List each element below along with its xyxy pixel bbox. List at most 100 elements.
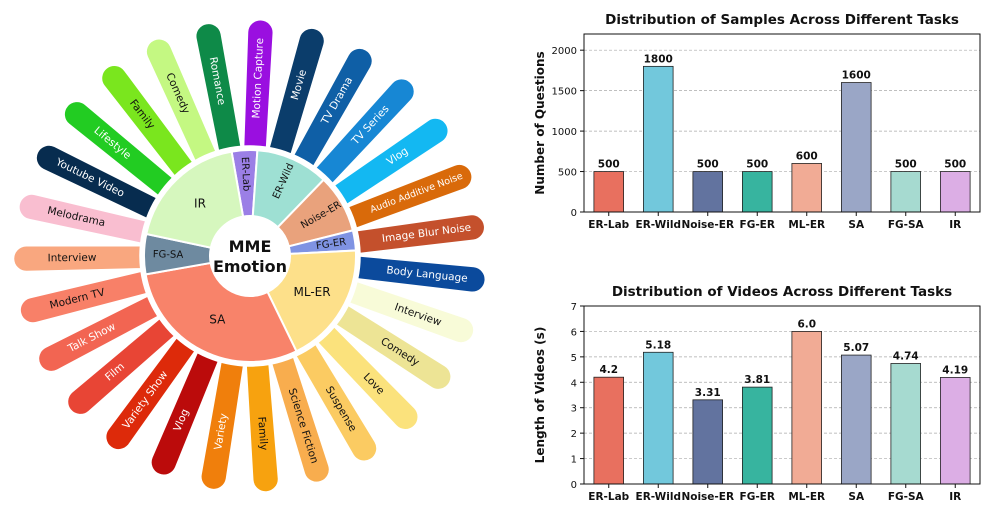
outer-petal [347,163,473,230]
outer-petal [12,244,142,273]
center-title-line1: MME [229,237,272,256]
chart1-value-label: 3.81 [744,374,770,386]
chart1-ytick-label: 7 [571,302,577,313]
chart1-xtick-label: ER-Lab [588,491,629,503]
outer-petal [294,343,378,462]
chart1-value-label: 3.31 [695,387,721,399]
chart0-bar-fg-sa [890,171,921,213]
chart0-xtick-label: ER-Wild [636,219,681,231]
inner-label: SA [209,313,226,327]
chart1-bar-ir [939,377,971,485]
outer-petal [268,27,326,156]
inner-label: ML-ER [293,285,330,299]
chart0-xtick-label: ML-ER [788,219,825,231]
outer-petal [63,100,174,197]
chart0-bar-ml-er [791,163,822,213]
chart1-bar-fg-er [741,386,773,485]
outer-petal [37,294,160,373]
outer-petal [334,304,452,391]
chart1-xtick-label: FG-SA [888,491,925,503]
chart1-ytick-label: 5 [571,353,577,364]
chart0-value-label: 1800 [644,53,673,65]
chart1-ytick-label: 6 [571,327,577,338]
chart1-ylabel: Length of Videos (s) [533,327,547,464]
inner-label: IR [194,197,206,211]
chart0-bar-noise-er [692,171,723,213]
chart0-xtick-label: Noise-ER [681,219,734,231]
inner-label: ER-Lab [239,157,252,192]
chart1-xtick-label: SA [848,491,865,503]
chart1-bar-noise-er [692,399,723,485]
chart1-title: Distribution of Videos Across Different … [612,284,952,300]
chart0-value-label: 500 [697,159,719,171]
chart1-ytick-label: 3 [571,404,577,415]
outer-petal [66,317,176,416]
chart0-xtick-label: FG-ER [740,219,775,231]
chart0-xtick-label: ER-Lab [588,219,629,231]
chart0-xtick-label: IR [949,219,961,231]
center-disc [212,218,288,294]
outer-petal [292,47,374,168]
chart0-value-label: 600 [796,150,818,162]
outer-petal [356,255,486,293]
chart1-bar-ml-er [791,331,822,485]
chart1-value-label: 5.18 [645,339,671,351]
chart1-ytick-label: 0 [571,480,577,491]
outer-label: Motion Capture [250,38,266,119]
samples-bar-chart: Distribution of Samples Across Different… [533,12,981,231]
chart0-ytick-label: 0 [571,208,577,219]
chart0-ylabel: Number of Questions [533,51,547,194]
inner-segment-sa [144,261,298,363]
chart1-value-label: 4.19 [942,364,968,376]
chart0-value-label: 500 [598,159,620,171]
outer-label: Variety [212,413,230,451]
chart0-value-label: 1600 [842,70,871,82]
outer-petal [270,355,331,484]
outer-petal [18,193,147,245]
outer-label: Family [255,416,269,451]
chart0-bar-sa [840,82,872,213]
chart0-ytick-label: 1500 [552,87,577,98]
chart1-ytick-label: 4 [571,378,577,389]
chart1-value-label: 5.07 [843,342,869,354]
outer-petal [150,351,220,476]
chart0-bar-er-wild [643,65,674,213]
chart0-value-label: 500 [895,159,917,171]
chart0-bar-ir [939,171,971,213]
outer-petal [245,363,280,493]
chart1-bar-er-wild [643,351,674,485]
outer-petal [333,117,449,206]
chart1-bar-er-lab [593,376,625,485]
outer-petal [314,77,416,185]
chart1-bar-sa [840,354,872,485]
chart0-value-label: 500 [944,159,966,171]
chart1-xtick-label: ML-ER [788,491,825,503]
outer-petal [145,38,218,162]
chart1-bar-fg-sa [890,363,921,485]
outer-petal [35,144,158,220]
chart0-value-label: 500 [746,159,768,171]
chart1-ytick-label: 2 [571,429,577,440]
outer-petal [19,270,148,324]
chart0-ytick-label: 2000 [552,46,577,57]
chart1-plot-frame [583,305,981,485]
chart0-ytick-label: 1000 [552,127,577,138]
video-length-bar-chart: Distribution of Videos Across Different … [533,284,981,503]
outer-petal [242,18,275,149]
inner-label: FG-ER [315,237,347,252]
chart0-title: Distribution of Samples Across Different… [605,12,959,28]
inner-segment-ml-er [266,249,357,353]
outer-petal [104,336,197,451]
outer-petal [316,325,419,431]
chart1-xtick-label: Noise-ER [681,491,734,503]
outer-petal [200,361,245,491]
chart0-ytick-label: 500 [558,168,577,179]
chart1-value-label: 4.2 [599,364,618,376]
center-title-line2: Emotion [213,257,287,276]
inner-segment-ir [145,150,245,249]
chart0-xtick-label: SA [848,219,865,231]
outer-petal [356,213,486,255]
chart1-xtick-label: FG-ER [740,491,775,503]
